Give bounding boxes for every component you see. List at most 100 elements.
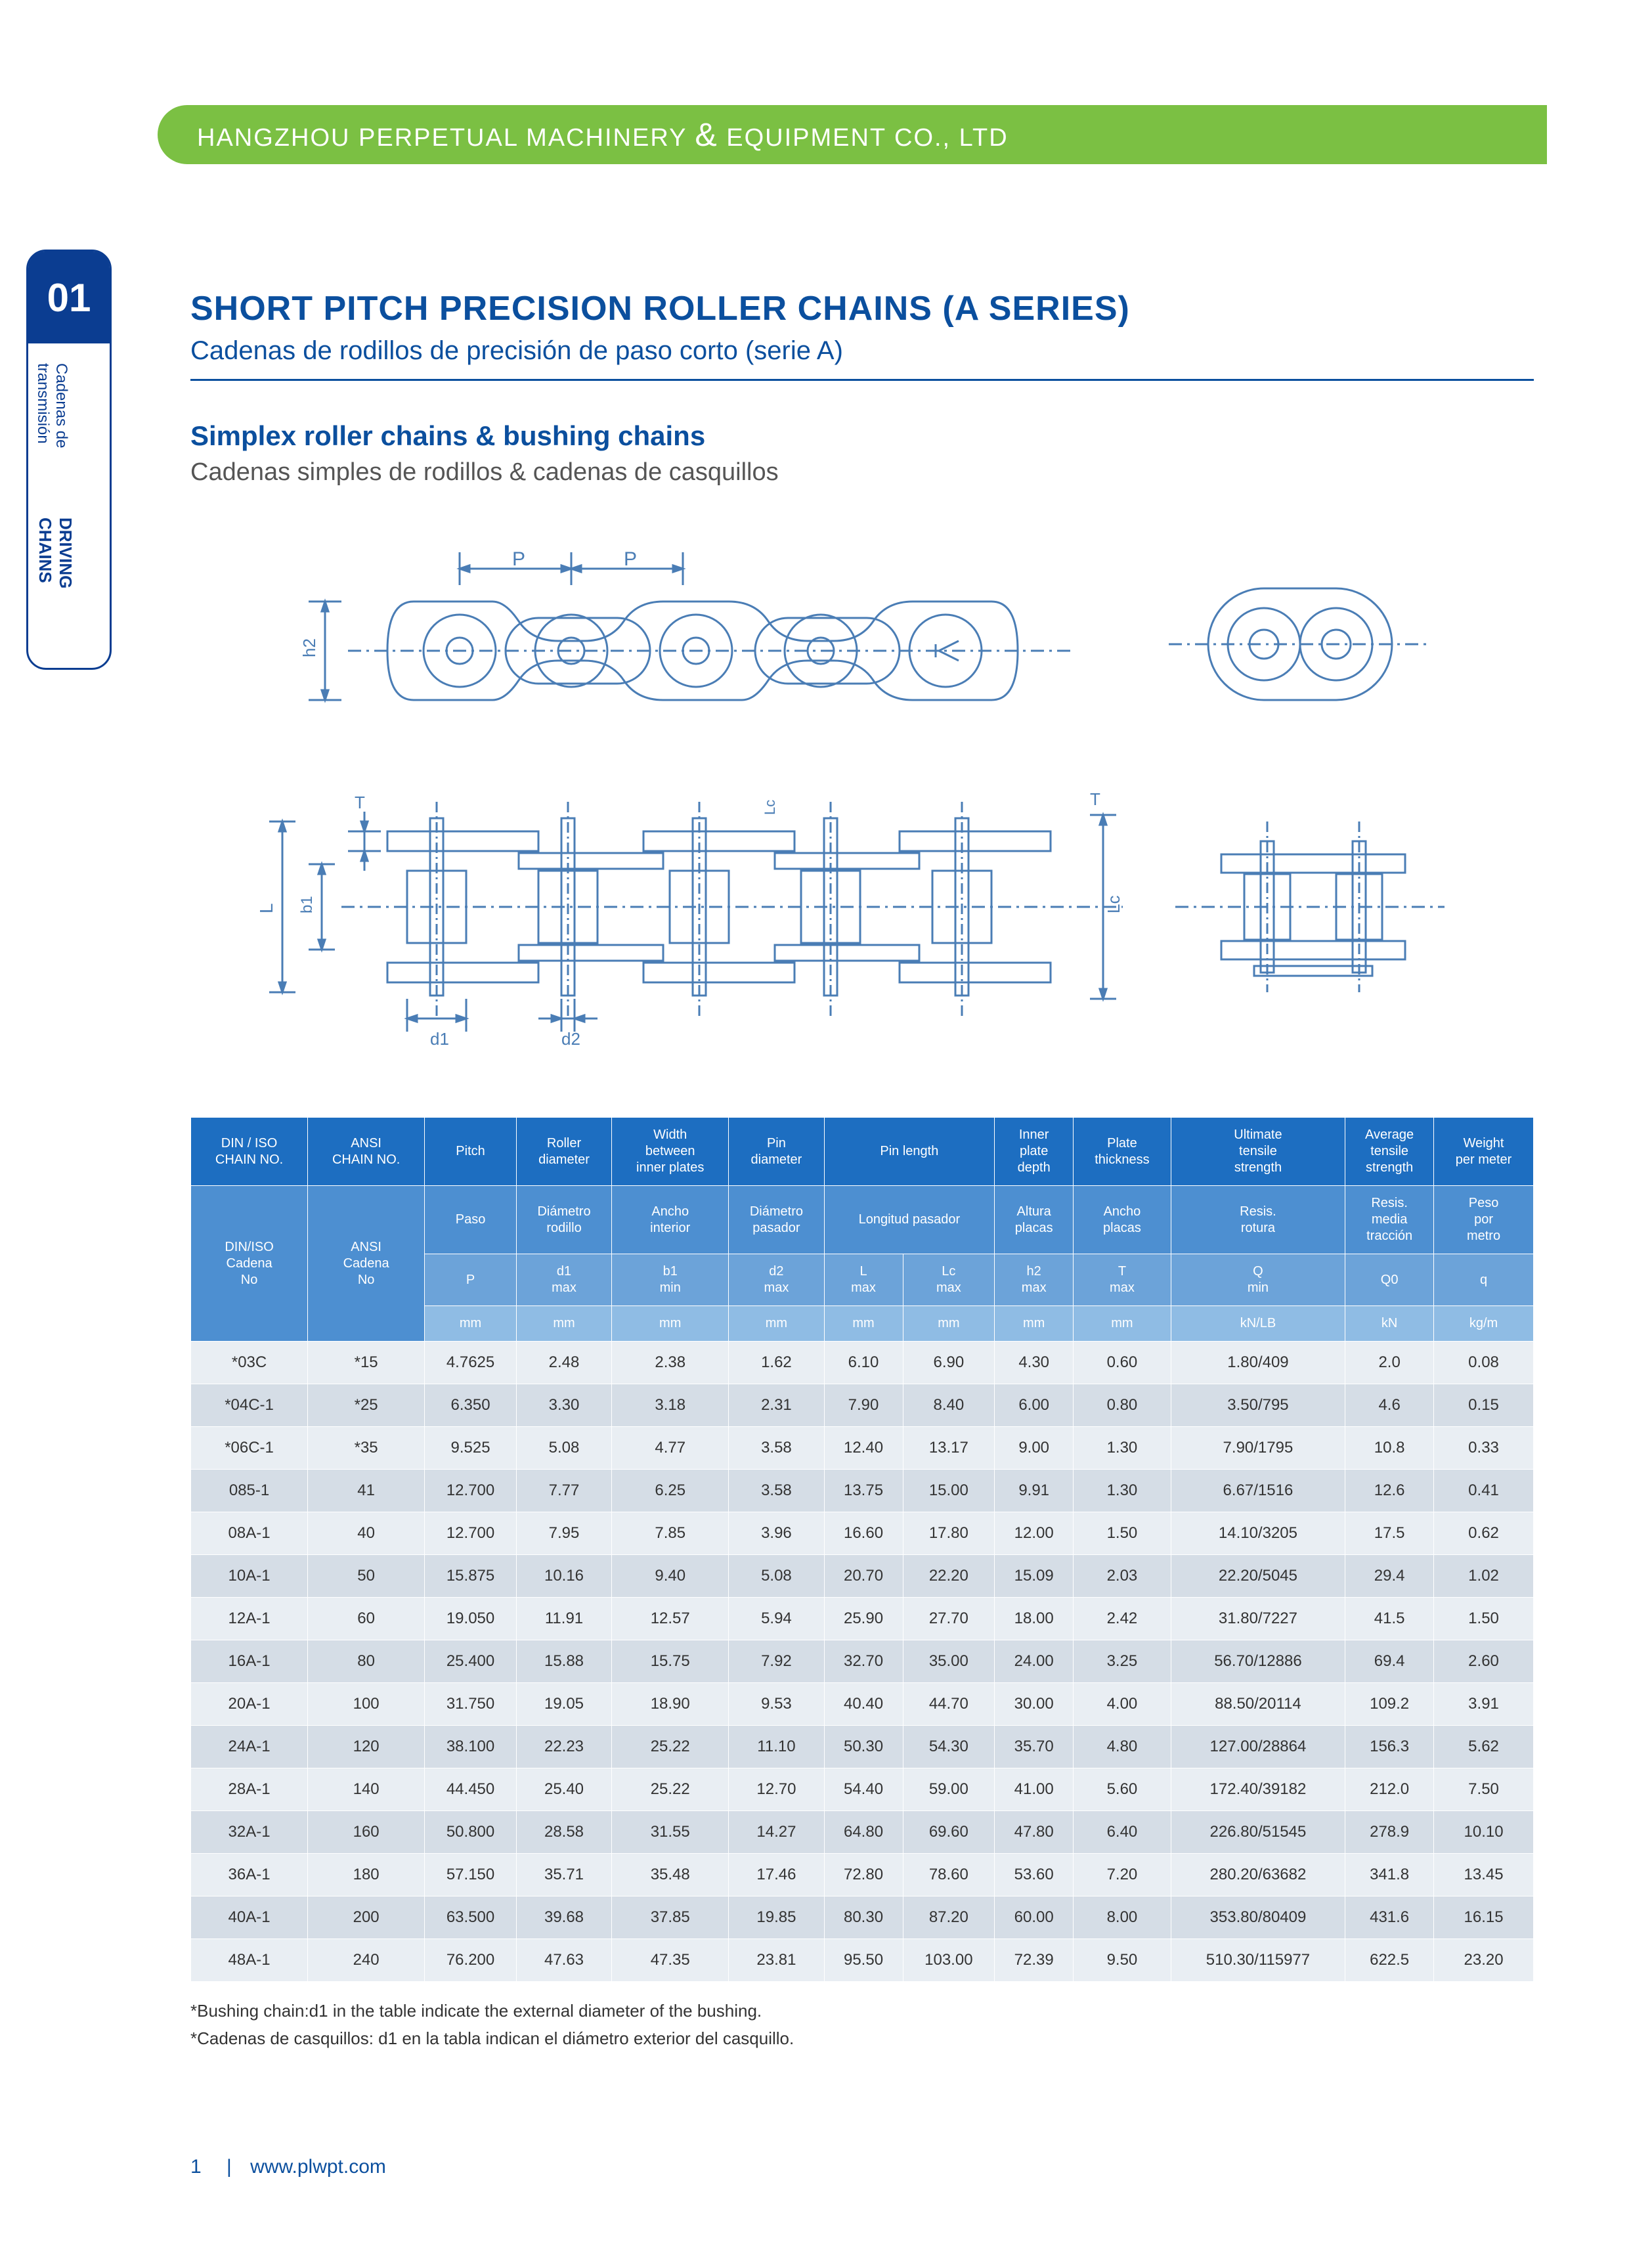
label-L: L [256,903,276,913]
table-row: 32A-116050.80028.5831.5514.2764.8069.604… [191,1811,1534,1854]
unit-mm7: mm [995,1306,1074,1342]
table-cell: 18.00 [995,1598,1074,1640]
table-cell: 16.60 [824,1512,903,1555]
footnote-es: *Cadenas de casquillos: d1 en la tabla i… [190,2025,1534,2053]
table-cell: 13.17 [903,1427,995,1470]
table-cell: 5.08 [516,1427,611,1470]
unit-mm4: mm [729,1306,824,1342]
sub-title: Simplex roller chains & bushing chains [190,420,1534,452]
th-pinlen-en: Pin length [824,1118,995,1186]
table-cell: 15.875 [425,1555,517,1598]
table-cell: 100 [308,1683,425,1726]
sym-d1: d1max [516,1254,611,1306]
table-cell: 103.00 [903,1939,995,1982]
table-cell: 12.700 [425,1470,517,1512]
unit-mm8: mm [1074,1306,1171,1342]
table-cell: 41.5 [1345,1598,1434,1640]
table-cell: 17.5 [1345,1512,1434,1555]
header-row-es: DIN/ISOCadenaNo ANSICadenaNo Paso Diámet… [191,1186,1534,1254]
table-cell: 3.50/795 [1171,1384,1345,1427]
table-cell: 38.100 [425,1726,517,1768]
table-cell: *04C-1 [191,1384,308,1427]
th-width-en: Widthbetweeninner plates [612,1118,729,1186]
table-cell: 3.18 [612,1384,729,1427]
table-cell: 56.70/12886 [1171,1640,1345,1683]
table-cell: 35.00 [903,1640,995,1683]
table-cell: 35.71 [516,1854,611,1896]
table-cell: 9.50 [1074,1939,1171,1982]
th-ansi-es: ANSICadenaNo [308,1186,425,1342]
table-cell: 16A-1 [191,1640,308,1683]
table-cell: 6.10 [824,1342,903,1384]
table-cell: 80 [308,1640,425,1683]
table-row: 36A-118057.15035.7135.4817.4672.8078.605… [191,1854,1534,1896]
table-cell: 156.3 [1345,1726,1434,1768]
table-cell: 2.03 [1074,1555,1171,1598]
table-cell: 48A-1 [191,1939,308,1982]
chain-diagram-svg: P P h2 [190,526,1504,1064]
sym-P: P [425,1254,517,1306]
unit-mm6: mm [903,1306,995,1342]
table-cell: 41 [308,1470,425,1512]
table-cell: 2.38 [612,1342,729,1384]
table-cell: 1.02 [1434,1555,1534,1598]
th-diam-pas: Diámetropasador [729,1186,824,1254]
table-cell: 76.200 [425,1939,517,1982]
table-cell: 30.00 [995,1683,1074,1726]
footer-url: www.plwpt.com [250,2156,386,2178]
label-Lc: Lc [1104,896,1123,913]
table-cell: 14.10/3205 [1171,1512,1345,1555]
table-cell: 40.40 [824,1683,903,1726]
table-cell: 29.4 [1345,1555,1434,1598]
table-cell: 5.94 [729,1598,824,1640]
table-cell: 25.400 [425,1640,517,1683]
table-row: 24A-112038.10022.2325.2211.1050.3054.303… [191,1726,1534,1768]
table-cell: 1.50 [1434,1598,1534,1640]
table-cell: 31.80/7227 [1171,1598,1345,1640]
table-cell: 7.77 [516,1470,611,1512]
table-cell: 0.08 [1434,1342,1534,1384]
unit-kgm: kg/m [1434,1306,1534,1342]
table-cell: 12.40 [824,1427,903,1470]
side-tab-text: Cadenas de transmisión DRIVING CHAINS [28,343,76,665]
table-row: 085-14112.7007.776.253.5813.7515.009.911… [191,1470,1534,1512]
table-cell: 341.8 [1345,1854,1434,1896]
table-cell: 22.20/5045 [1171,1555,1345,1598]
table-cell: 6.00 [995,1384,1074,1427]
table-cell: 9.00 [995,1427,1074,1470]
table-cell: 4.7625 [425,1342,517,1384]
table-cell: 88.50/20114 [1171,1683,1345,1726]
sub-subtitle: Cadenas simples de rodillos & cadenas de… [190,458,1534,487]
table-cell: 44.70 [903,1683,995,1726]
table-cell: 212.0 [1345,1768,1434,1811]
main-subtitle: Cadenas de rodillos de precisión de paso… [190,336,1534,366]
table-row: 48A-124076.20047.6347.3523.8195.50103.00… [191,1939,1534,1982]
table-cell: 510.30/115977 [1171,1939,1345,1982]
table-cell: 200 [308,1896,425,1939]
th-roller-en: Rollerdiameter [516,1118,611,1186]
table-cell: 7.90 [824,1384,903,1427]
table-cell: 78.60 [903,1854,995,1896]
table-cell: 32A-1 [191,1811,308,1854]
label-T2: T [1090,789,1100,809]
table-cell: 12.700 [425,1512,517,1555]
table-cell: 3.58 [729,1427,824,1470]
table-row: 10A-15015.87510.169.405.0820.7022.2015.0… [191,1555,1534,1598]
label-d1: d1 [430,1029,449,1049]
label-T1: T [355,793,365,812]
company-name: HANGZHOU PERPETUAL MACHINERY & EQUIPMENT… [197,116,1009,154]
table-cell: 10.8 [1345,1427,1434,1470]
table-cell: 5.62 [1434,1726,1534,1768]
table-cell: 53.60 [995,1854,1074,1896]
table-cell: 14.27 [729,1811,824,1854]
table-cell: 25.22 [612,1768,729,1811]
table-cell: 3.91 [1434,1683,1534,1726]
table-cell: 3.96 [729,1512,824,1555]
th-ancho-plac: Anchoplacas [1074,1186,1171,1254]
label-P1: P [512,548,525,570]
table-cell: 23.81 [729,1939,824,1982]
diagram-area: P P h2 [190,526,1534,1064]
table-cell: 44.450 [425,1768,517,1811]
table-cell: 17.80 [903,1512,995,1555]
table-cell: 2.0 [1345,1342,1434,1384]
